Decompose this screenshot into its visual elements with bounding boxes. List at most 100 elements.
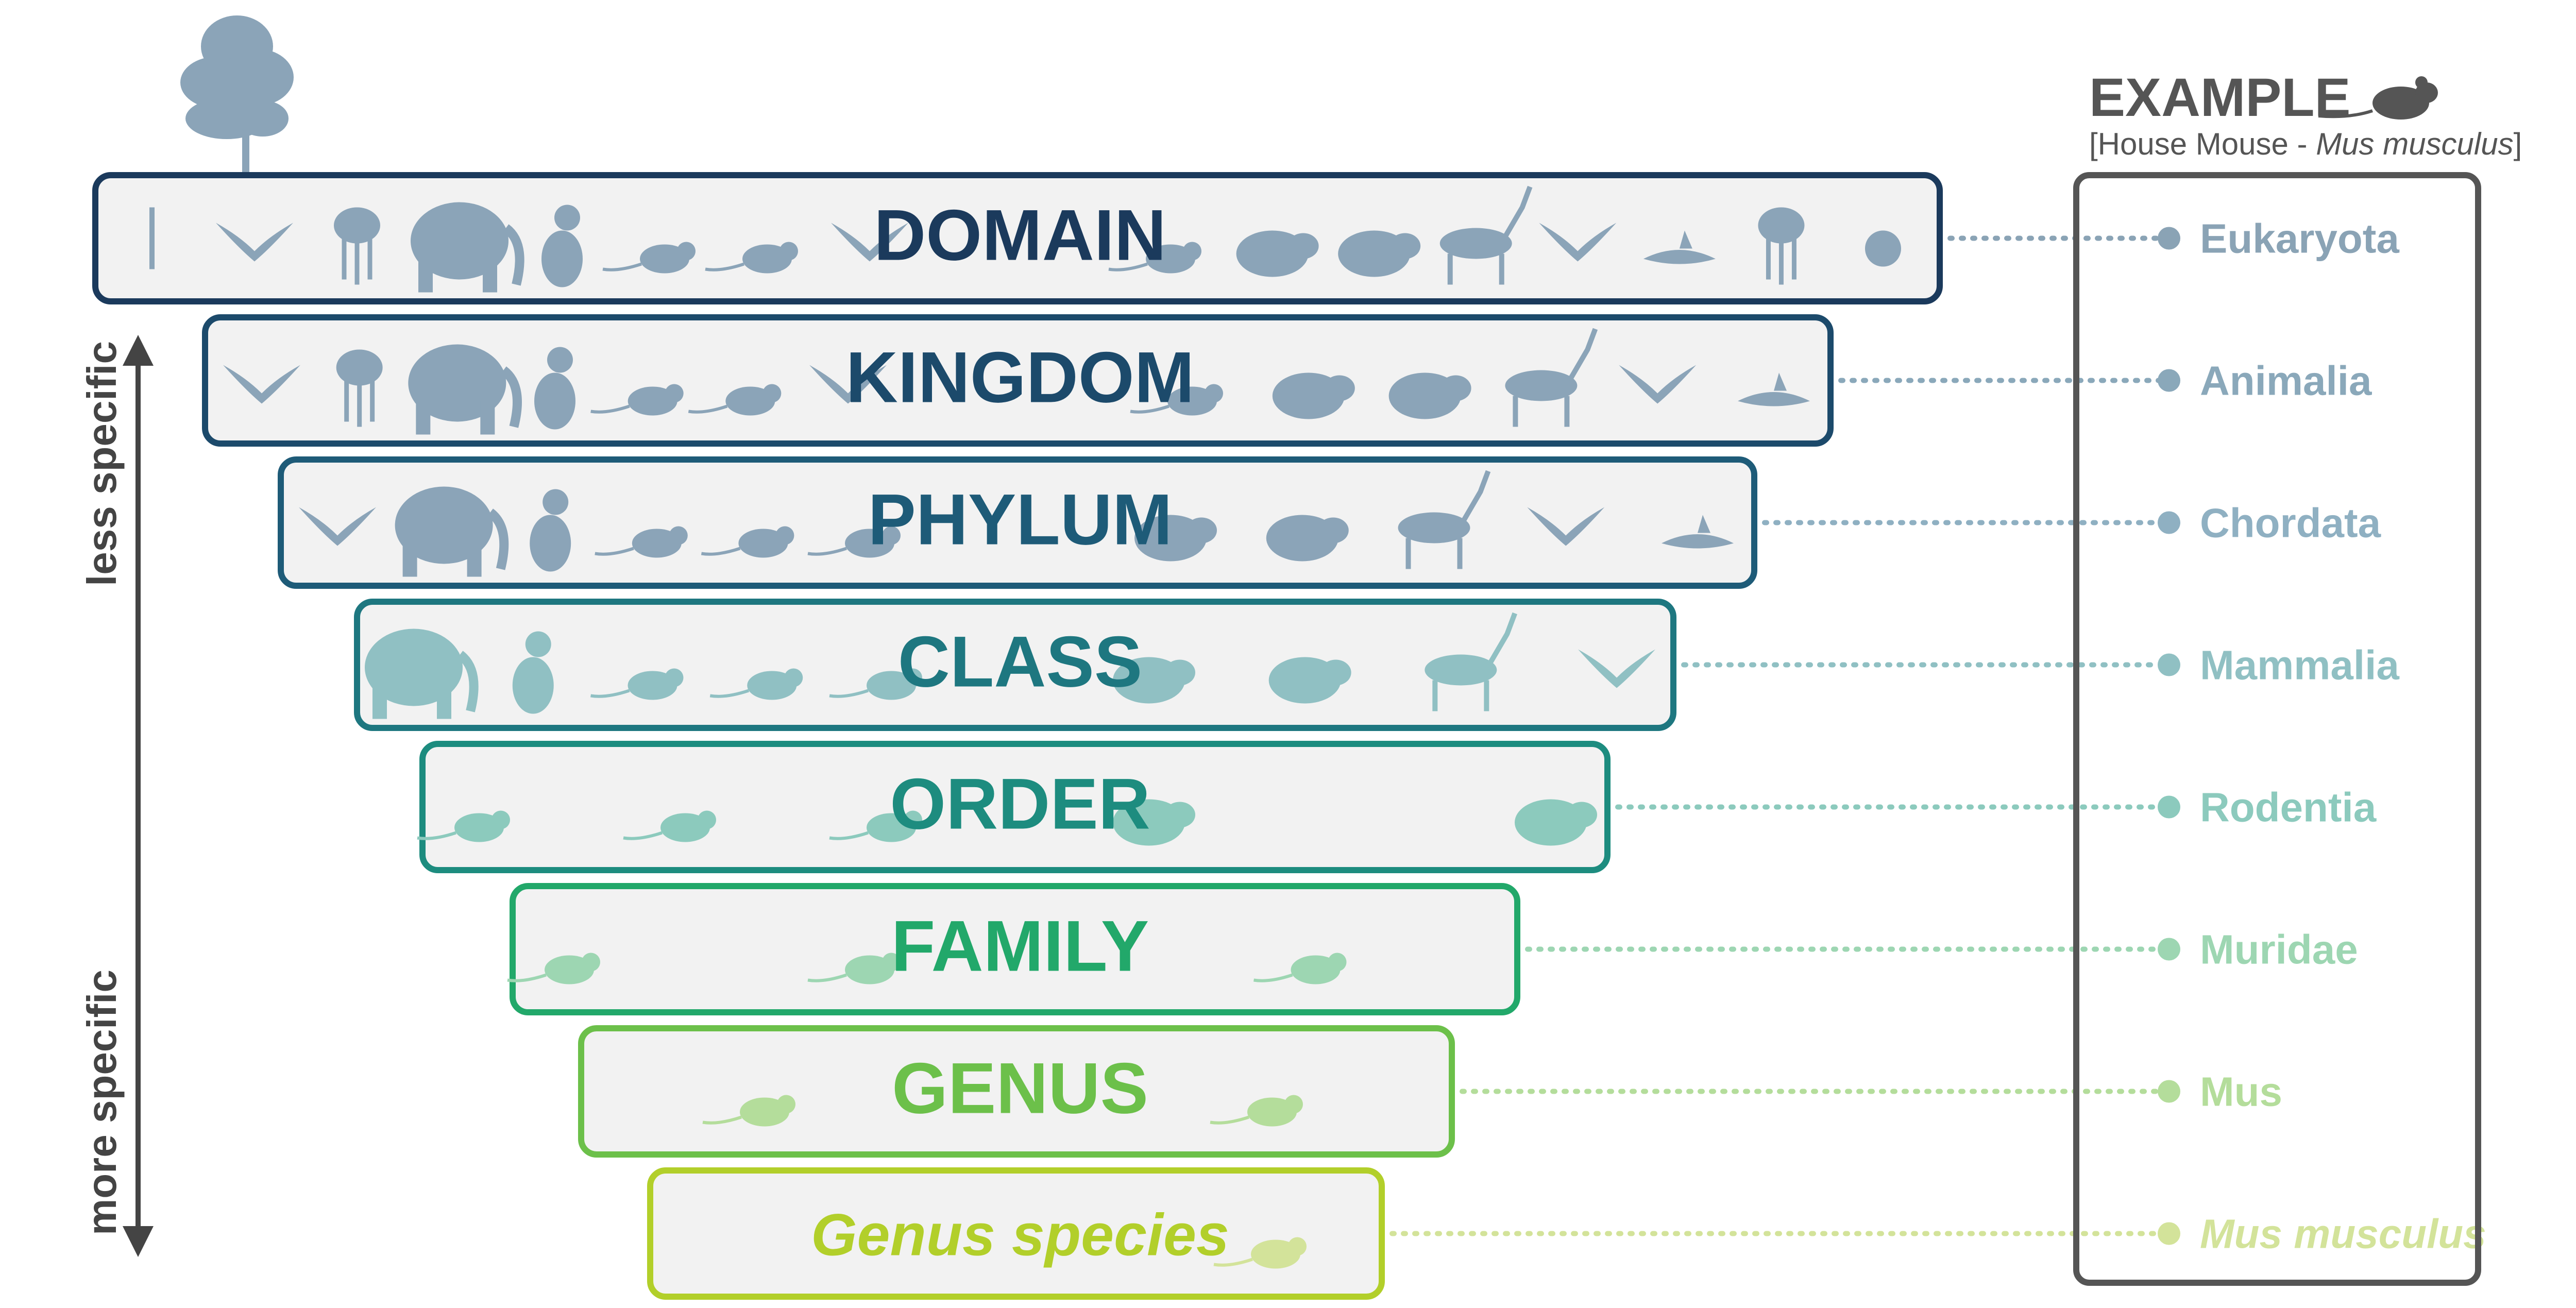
mouse-icon — [1108, 242, 1201, 274]
elephant-icon — [408, 344, 522, 435]
shark-icon — [1738, 372, 1810, 406]
example-value: Animalia — [2200, 358, 2372, 404]
connector-dot — [2158, 938, 2180, 961]
rat-icon — [702, 1095, 795, 1127]
mushroom-icon — [1758, 207, 1805, 285]
rank-order: ORDER Rodentia — [417, 741, 2377, 873]
cell-icon — [1865, 230, 1901, 267]
specificity-axis: less specific more specific — [79, 335, 154, 1257]
example-box — [2073, 172, 2481, 1286]
example-panel: EXAMPLE [House Mouse - Mus musculus] — [2073, 67, 2522, 1286]
rat-icon — [705, 242, 798, 274]
rat-icon — [590, 384, 684, 416]
rank-domain: DOMAIN Eukaryota — [92, 172, 2399, 304]
antelope-icon — [1439, 185, 1533, 285]
rank-class: CLASS Mammalia — [354, 599, 2399, 731]
less-specific-label: less specific — [79, 341, 125, 586]
cat-icon — [541, 205, 583, 287]
capybara-icon — [1113, 657, 1195, 704]
mouse-icon — [829, 810, 922, 842]
jellyfish-icon — [334, 207, 380, 285]
antelope-icon — [1425, 612, 1518, 711]
cat-icon — [534, 347, 575, 430]
shark-icon — [1643, 230, 1716, 264]
mouse-icon — [1210, 1095, 1303, 1127]
rank-label: KINGDOM — [846, 337, 1195, 418]
connector-dot — [2158, 1080, 2180, 1103]
rank-box — [578, 1025, 1455, 1158]
antelope-icon — [1398, 470, 1491, 569]
butterfly-icon — [831, 223, 908, 262]
rat-icon — [701, 526, 794, 558]
shark-icon — [1662, 515, 1734, 549]
rank-label: FAMILY — [891, 906, 1149, 987]
connector-dot — [2158, 795, 2180, 819]
antelope-icon — [1505, 328, 1598, 427]
rank-layer: DOMAIN Eukaryota KINGDOM Animalia PHYLUM Chor… — [92, 172, 2486, 1300]
elephant-icon — [365, 628, 479, 719]
connector-dot — [2158, 227, 2180, 250]
connector-dot — [2158, 369, 2180, 392]
rat-icon — [590, 668, 684, 700]
hedgehog-icon — [1266, 515, 1349, 562]
bird-icon — [216, 223, 293, 262]
capybara-icon — [1113, 799, 1195, 846]
connector-dot — [2158, 1222, 2180, 1245]
connector-dot — [2158, 511, 2180, 534]
bat-icon — [1578, 649, 1655, 688]
capybara-icon — [1236, 230, 1319, 277]
example-value: Chordata — [2200, 500, 2381, 546]
rank-box — [647, 1167, 1385, 1300]
hedgehog-icon — [1268, 657, 1351, 704]
rat-icon — [623, 810, 716, 842]
rat-icon — [709, 668, 803, 700]
rat-icon — [417, 810, 510, 842]
rank-phylum: PHYLUM Chordata — [278, 456, 2381, 589]
rank-kingdom: KINGDOM Animalia — [202, 314, 2372, 447]
elephant-icon — [411, 202, 524, 293]
hedgehog-icon — [1388, 372, 1471, 419]
rank-label: CLASS — [898, 621, 1142, 702]
bat-icon — [1539, 223, 1617, 262]
bird-icon — [299, 507, 376, 546]
rat-icon — [507, 953, 600, 984]
rank-genus: GENUS Mus — [578, 1025, 2282, 1158]
cat-icon — [530, 489, 571, 572]
mouse-icon — [807, 526, 901, 558]
rank-label: GENUS — [892, 1048, 1148, 1129]
rat-icon — [595, 526, 688, 558]
tree-icon — [149, 207, 155, 269]
rank-label: ORDER — [890, 763, 1150, 844]
example-value: Mus musculus — [2200, 1211, 2486, 1257]
tree-icon — [180, 15, 294, 288]
mouse-icon — [1130, 384, 1223, 416]
rank-label: Genus species — [811, 1202, 1229, 1268]
example-title: EXAMPLE — [2089, 67, 2351, 128]
hedgehog-icon — [1515, 799, 1597, 846]
mouse-icon — [1253, 953, 1347, 984]
butterfly-icon — [809, 365, 887, 404]
bird-icon — [223, 365, 300, 404]
jellyfish-icon — [336, 349, 383, 427]
rank-box — [354, 599, 1676, 731]
rat-icon — [602, 242, 696, 274]
example-value: Muridae — [2200, 927, 2358, 973]
mouse-icon — [829, 668, 922, 700]
example-value: Mus — [2200, 1069, 2282, 1115]
capybara-icon — [1134, 515, 1217, 562]
rat-icon — [807, 953, 901, 984]
hedgehog-icon — [1338, 230, 1421, 277]
mouse-icon — [2318, 76, 2438, 120]
rank-label: PHYLUM — [868, 479, 1172, 560]
rank-box — [419, 741, 1611, 873]
connector-dot — [2158, 653, 2180, 676]
example-value: Eukaryota — [2200, 216, 2399, 262]
rank-genus-species: Genus species Mus musculus — [647, 1167, 2486, 1300]
cat-icon — [512, 631, 554, 714]
bat-icon — [1619, 365, 1697, 404]
example-value: Mammalia — [2200, 642, 2399, 688]
example-subtitle: [House Mouse - Mus musculus] — [2089, 127, 2522, 161]
rank-family: FAMILY Muridae — [507, 883, 2358, 1015]
rank-label: DOMAIN — [874, 195, 1166, 276]
bat-icon — [1527, 507, 1605, 546]
